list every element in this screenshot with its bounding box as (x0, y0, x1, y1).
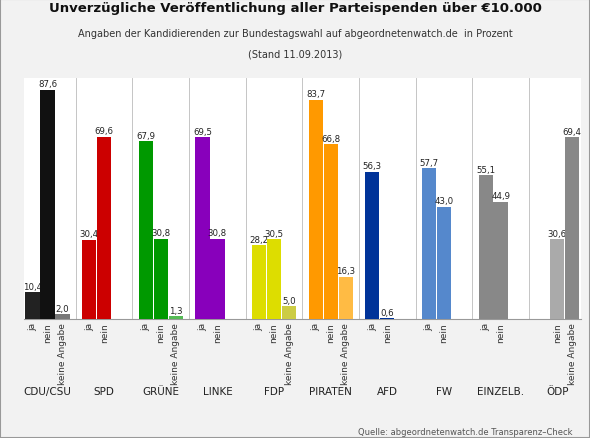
Text: (Stand 11.09.2013): (Stand 11.09.2013) (248, 49, 342, 59)
Text: 30,6: 30,6 (548, 230, 567, 238)
Text: PIRATEN: PIRATEN (309, 386, 352, 396)
Text: Angaben der Kandidierenden zur Bundestagswahl auf abgeordnetenwatch.de  in Proze: Angaben der Kandidierenden zur Bundestag… (78, 28, 512, 39)
Bar (282, 307, 296, 320)
Text: 30,8: 30,8 (151, 229, 171, 238)
Text: 5,0: 5,0 (282, 297, 296, 305)
Text: FDP: FDP (264, 386, 284, 396)
Text: 69,6: 69,6 (94, 127, 114, 136)
Text: 0,6: 0,6 (381, 308, 394, 317)
Bar (153, 239, 168, 320)
Bar (210, 239, 225, 320)
Bar (252, 246, 266, 320)
Text: 66,8: 66,8 (321, 134, 340, 144)
Text: 69,5: 69,5 (193, 127, 212, 137)
Text: 55,1: 55,1 (476, 165, 495, 174)
Text: FW: FW (436, 386, 452, 396)
Text: 87,6: 87,6 (38, 80, 57, 89)
Text: 30,5: 30,5 (264, 230, 284, 239)
Text: 69,4: 69,4 (563, 128, 582, 137)
Text: 56,3: 56,3 (363, 162, 382, 171)
Bar (380, 318, 395, 320)
Text: SPD: SPD (94, 386, 114, 396)
Text: 57,7: 57,7 (419, 159, 438, 167)
Text: Unverzügliche Veröffentlichung aller Parteispenden über €10.000: Unverzügliche Veröffentlichung aller Par… (48, 2, 542, 15)
Text: 30,8: 30,8 (208, 229, 227, 238)
Bar (139, 142, 153, 320)
Text: 1,3: 1,3 (169, 306, 182, 315)
Text: 28,2: 28,2 (250, 236, 268, 244)
Text: CDU/CSU: CDU/CSU (24, 386, 71, 396)
Text: AFD: AFD (377, 386, 398, 396)
Text: 10,4: 10,4 (23, 282, 42, 291)
Bar (25, 293, 40, 320)
Bar (41, 90, 55, 320)
Text: 67,9: 67,9 (136, 132, 155, 141)
Text: GRÜNE: GRÜNE (142, 386, 179, 396)
Text: 16,3: 16,3 (336, 267, 355, 276)
Bar (323, 145, 338, 320)
Text: LINKE: LINKE (202, 386, 232, 396)
Bar (365, 172, 379, 320)
Bar (82, 240, 96, 320)
Text: EINZELB.: EINZELB. (477, 386, 524, 396)
Text: Quelle: abgeordnetenwatch.de Transparenz–Check: Quelle: abgeordnetenwatch.de Transparenz… (358, 427, 572, 436)
Bar (339, 277, 353, 320)
Bar (550, 240, 564, 320)
Text: 83,7: 83,7 (306, 90, 325, 99)
Text: 30,4: 30,4 (80, 230, 99, 239)
Bar (493, 202, 507, 320)
Bar (267, 240, 281, 320)
Bar (437, 207, 451, 320)
Bar (309, 101, 323, 320)
Bar (478, 176, 493, 320)
Text: 2,0: 2,0 (55, 304, 69, 313)
Text: 43,0: 43,0 (434, 197, 454, 206)
Text: 44,9: 44,9 (491, 192, 510, 201)
Text: ÖDP: ÖDP (546, 386, 569, 396)
Bar (169, 316, 183, 320)
Bar (422, 169, 436, 320)
Bar (565, 138, 579, 320)
Bar (55, 314, 70, 320)
Bar (97, 138, 112, 320)
Bar (195, 138, 209, 320)
